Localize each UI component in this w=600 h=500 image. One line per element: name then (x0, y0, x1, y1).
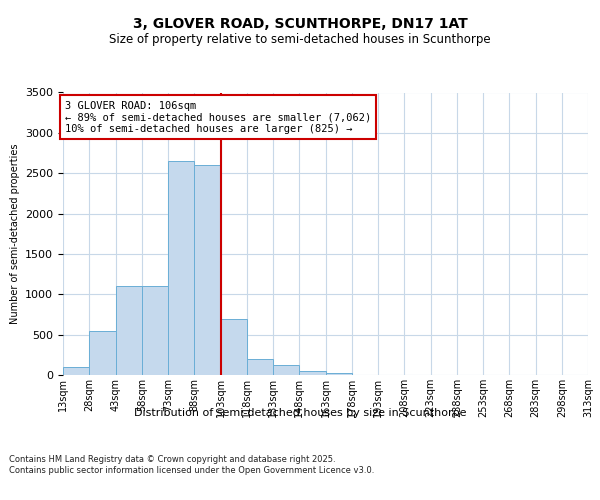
Y-axis label: Number of semi-detached properties: Number of semi-detached properties (10, 144, 20, 324)
Text: 3 GLOVER ROAD: 106sqm
← 89% of semi-detached houses are smaller (7,062)
10% of s: 3 GLOVER ROAD: 106sqm ← 89% of semi-deta… (65, 100, 371, 134)
Bar (89, 330, 115, 375)
Text: Distribution of semi-detached houses by size in Scunthorpe: Distribution of semi-detached houses by … (134, 408, 466, 418)
Bar (326, 374, 352, 375)
Bar (299, 371, 326, 375)
Bar (194, 165, 221, 375)
Bar (142, 286, 168, 375)
Text: Size of property relative to semi-detached houses in Scunthorpe: Size of property relative to semi-detach… (109, 32, 491, 46)
Text: Contains HM Land Registry data © Crown copyright and database right 2025.
Contai: Contains HM Land Registry data © Crown c… (9, 456, 374, 474)
Bar (273, 364, 299, 375)
Text: 3, GLOVER ROAD, SCUNTHORPE, DN17 1AT: 3, GLOVER ROAD, SCUNTHORPE, DN17 1AT (133, 18, 467, 32)
Bar (221, 318, 247, 375)
Bar (168, 161, 194, 375)
Bar (63, 367, 89, 375)
Bar (116, 286, 142, 375)
Bar (247, 359, 273, 375)
